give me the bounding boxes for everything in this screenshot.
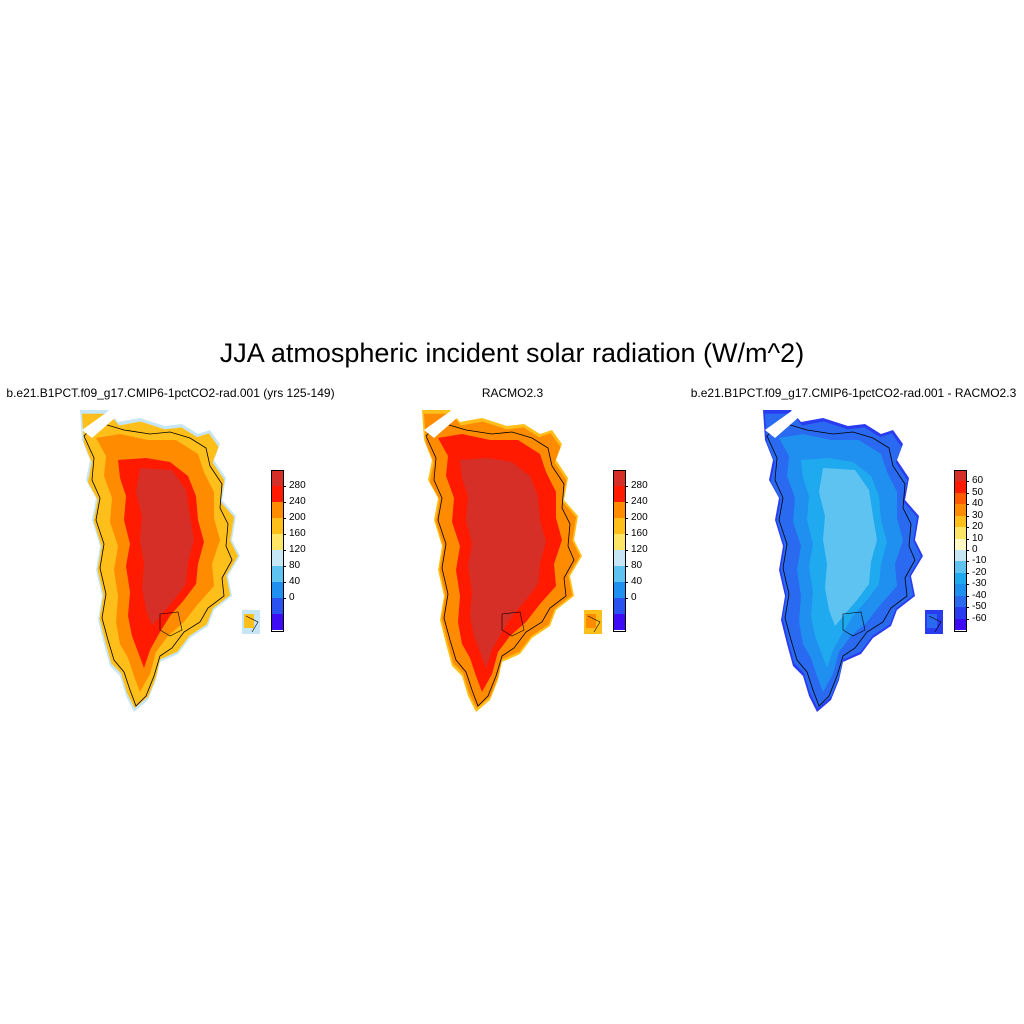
colorbar-tick-label: 50	[972, 486, 984, 498]
map-difference	[763, 410, 943, 712]
colorbar-tick-label: 200	[289, 512, 306, 523]
coastline-island	[159, 611, 183, 637]
colorbar-tick-mark	[966, 481, 969, 483]
coastline-offshore	[245, 615, 259, 633]
colorbar-tick-mark	[966, 515, 969, 517]
coastline	[425, 423, 575, 707]
colorbar-tick-mark	[625, 582, 628, 583]
colorbar-tick-label: 0	[631, 592, 637, 603]
coastline-offshore	[928, 615, 942, 633]
field-interior	[136, 468, 194, 626]
colorbar-tick-mark	[625, 550, 628, 551]
map-racmo	[422, 410, 602, 712]
colorbar-tick-label: 60	[972, 475, 984, 487]
colorbar-tick-mark	[966, 527, 969, 529]
colorbar-frame	[954, 470, 967, 632]
panel-title-difference: b.e21.B1PCT.f09_g17.CMIP6-1pctCO2-rad.00…	[690, 386, 1017, 400]
coastline-island	[501, 611, 525, 637]
colorbar-tick-mark	[966, 607, 969, 609]
colorbar-tick-mark	[966, 492, 969, 494]
colorbar-tick-label: 120	[289, 544, 306, 555]
colorbar-tick-mark	[283, 518, 286, 519]
colorbar-tick-label: -10	[972, 555, 987, 567]
colorbar-tick-label: 40	[631, 576, 643, 587]
figure-title: JJA atmospheric incident solar radiation…	[219, 338, 805, 368]
colorbar-tick-mark	[966, 550, 969, 551]
colorbar-tick-mark	[625, 598, 628, 599]
colorbar-tick-label: -30	[972, 578, 987, 590]
panel-racmo: RACMO2.3 280 240 200 160 120 80 40 0	[342, 386, 683, 716]
colorbar-tick-label: 280	[631, 480, 648, 491]
map-model	[80, 410, 260, 712]
colorbar-tick-label: -40	[972, 589, 987, 601]
colorbar-tick-label: 30	[972, 509, 984, 521]
colorbar-tick-mark	[625, 534, 628, 535]
colorbar-tick-label: 160	[289, 528, 306, 539]
colorbar-tick-mark	[625, 566, 628, 567]
colorbar-tick-mark	[966, 572, 969, 574]
colorbar-tick-mark	[625, 502, 628, 503]
channel-gap	[82, 410, 124, 438]
colorbar-tick-mark	[283, 566, 286, 567]
panel-title-model: b.e21.B1PCT.f09_g17.CMIP6-1pctCO2-rad.00…	[6, 386, 335, 400]
colorbar-tick-mark	[966, 595, 969, 597]
colorbar-tick-label: 20	[972, 521, 984, 533]
channel-gap	[424, 410, 466, 438]
colorbar-tick-label: 160	[631, 528, 648, 539]
coastline	[766, 423, 916, 707]
panel-title-racmo: RACMO2.3	[481, 386, 544, 400]
colorbar-tick-mark	[625, 486, 628, 487]
colorbar-tick-label: 240	[289, 496, 306, 507]
colorbar-tick-mark	[966, 561, 969, 563]
field-offshore-patch-inner	[244, 614, 254, 628]
colorbar-tick-label: 80	[631, 560, 643, 571]
colorbar-frame	[271, 470, 284, 632]
colorbar-tick-label: -50	[972, 601, 987, 613]
colorbar-tick-label: 40	[972, 498, 984, 510]
colorbar-tick-label: -60	[972, 612, 987, 624]
colorbar-tick-label: 120	[631, 544, 648, 555]
coastline	[83, 423, 233, 707]
coastline-island	[842, 611, 866, 637]
colorbar-tick-mark	[966, 538, 969, 540]
colorbar-tick-label: 0	[972, 544, 978, 555]
colorbar-tick-label: 80	[289, 560, 301, 571]
colorbar-tick-mark	[283, 550, 286, 551]
colorbar-tick-label: 280	[289, 480, 306, 491]
field-interior	[478, 468, 536, 626]
coastline-offshore	[587, 615, 601, 633]
field-offshore-patch-inner	[927, 614, 937, 628]
colorbar-frame	[613, 470, 626, 632]
field-interior	[819, 468, 877, 626]
colorbar-tick-label: 200	[631, 512, 648, 523]
colorbar-tick-mark	[283, 598, 286, 599]
colorbar-tick-mark	[283, 582, 286, 583]
colorbar-tick-mark	[283, 486, 286, 487]
panel-difference: b.e21.B1PCT.f09_g17.CMIP6-1pctCO2-rad.00…	[683, 386, 1024, 716]
colorbar-tick-mark	[625, 518, 628, 519]
colorbar-tick-mark	[966, 584, 969, 586]
colorbar-tick-label: 10	[972, 532, 984, 544]
colorbar-tick-mark	[283, 502, 286, 503]
colorbar-tick-label: 240	[631, 496, 648, 507]
colorbar-tick-mark	[966, 504, 969, 506]
colorbar-tick-mark	[966, 618, 969, 620]
colorbar-tick-label: -20	[972, 566, 987, 578]
colorbar-tick-label: 0	[289, 592, 295, 603]
colorbar-tick-mark	[283, 534, 286, 535]
field-offshore-patch-inner	[586, 614, 596, 628]
channel-gap	[765, 410, 807, 438]
panel-model: b.e21.B1PCT.f09_g17.CMIP6-1pctCO2-rad.00…	[0, 386, 341, 716]
colorbar-tick-label: 40	[289, 576, 301, 587]
